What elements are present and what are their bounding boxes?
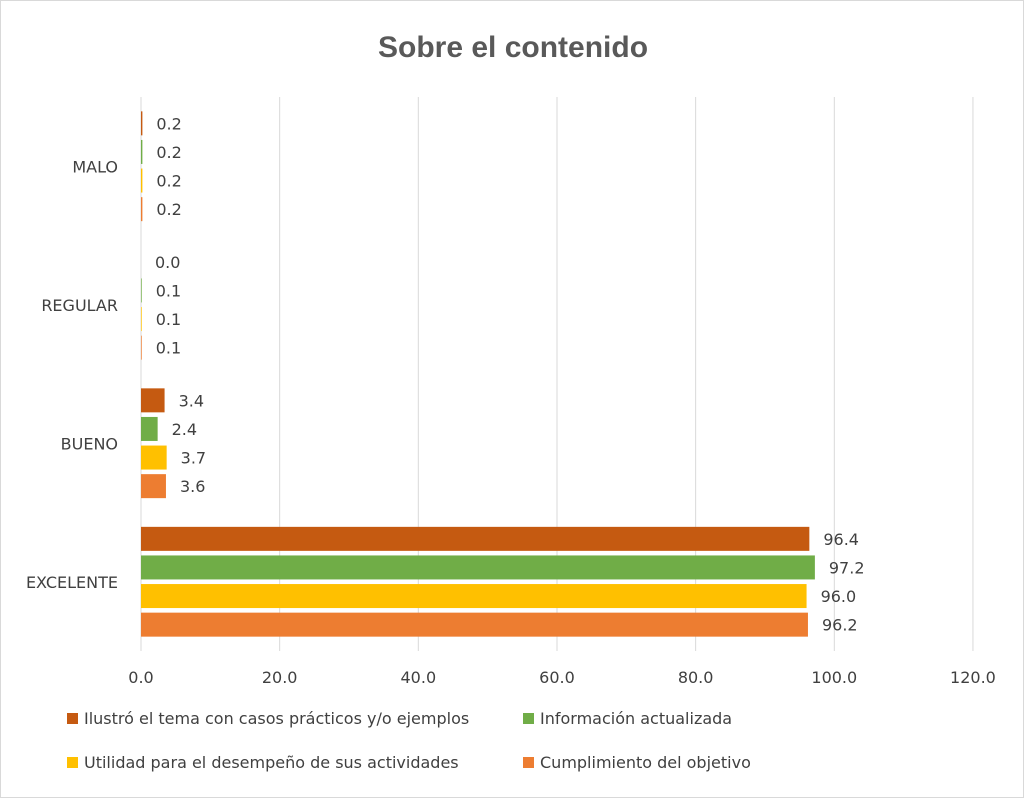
data-label: 0.1 [156,281,181,300]
x-tick-label: 80.0 [678,668,714,687]
bar-informacion-actualizada [141,278,142,302]
legend-label: Ilustró el tema con casos prácticos y/o … [84,709,469,728]
data-label: 3.6 [180,477,205,496]
data-label: 0.2 [156,200,181,219]
x-tick-label: 60.0 [539,668,575,687]
x-tick-label: 120.0 [950,668,996,687]
x-tick-label: 100.0 [811,668,857,687]
data-label: 0.1 [156,310,181,329]
x-tick-label: 40.0 [401,668,437,687]
bar-utilidad-para-el-desempeno-de-sus-actividades [141,584,807,608]
data-label: 96.4 [823,530,859,549]
data-label: 2.4 [172,420,197,439]
data-label: 0.2 [156,143,181,162]
chart-title: Sobre el contenido [378,31,648,64]
bar-ilustro-el-tema-con-casos-practicos-y-o-ejemplos [141,388,165,412]
bar-informacion-actualizada [141,140,142,164]
bar-utilidad-para-el-desempeno-de-sus-actividades [141,169,142,193]
data-label: 97.2 [829,558,865,577]
bar-utilidad-para-el-desempeno-de-sus-actividades [141,446,167,470]
data-label: 0.0 [155,253,180,272]
x-tick-label: 20.0 [262,668,298,687]
bar-informacion-actualizada [141,555,815,579]
legend-swatch [523,713,534,724]
legend-label: Cumplimiento del objetivo [540,753,751,772]
bar-ilustro-el-tema-con-casos-practicos-y-o-ejemplos [141,527,809,551]
data-label: 3.7 [181,449,206,468]
legend-swatch [67,713,78,724]
legend-label: Información actualizada [540,709,732,728]
bars [141,111,815,636]
bar-cumplimiento-del-objetivo [141,474,166,498]
legend-swatch [67,757,78,768]
bar-informacion-actualizada [141,417,158,441]
category-label: EXCELENTE [26,573,118,592]
data-label: 0.1 [156,339,181,358]
data-label: 96.0 [821,587,857,606]
data-label: 96.2 [822,616,858,635]
category-label: BUENO [61,434,118,453]
category-label: MALO [72,157,118,176]
bar-utilidad-para-el-desempeno-de-sus-actividades [141,307,142,331]
data-label: 0.2 [156,114,181,133]
bar-cumplimiento-del-objetivo [141,336,142,360]
x-tick-label: 0.0 [128,668,153,687]
legend-swatch [523,757,534,768]
data-label: 3.4 [179,391,204,410]
bar-cumplimiento-del-objetivo [141,197,142,221]
category-label: REGULAR [41,296,118,315]
bar-cumplimiento-del-objetivo [141,613,808,637]
legend-label: Utilidad para el desempeño de sus activi… [84,753,459,772]
bar-ilustro-el-tema-con-casos-practicos-y-o-ejemplos [141,111,142,135]
legend: Ilustró el tema con casos prácticos y/o … [67,709,751,772]
data-label: 0.2 [156,172,181,191]
